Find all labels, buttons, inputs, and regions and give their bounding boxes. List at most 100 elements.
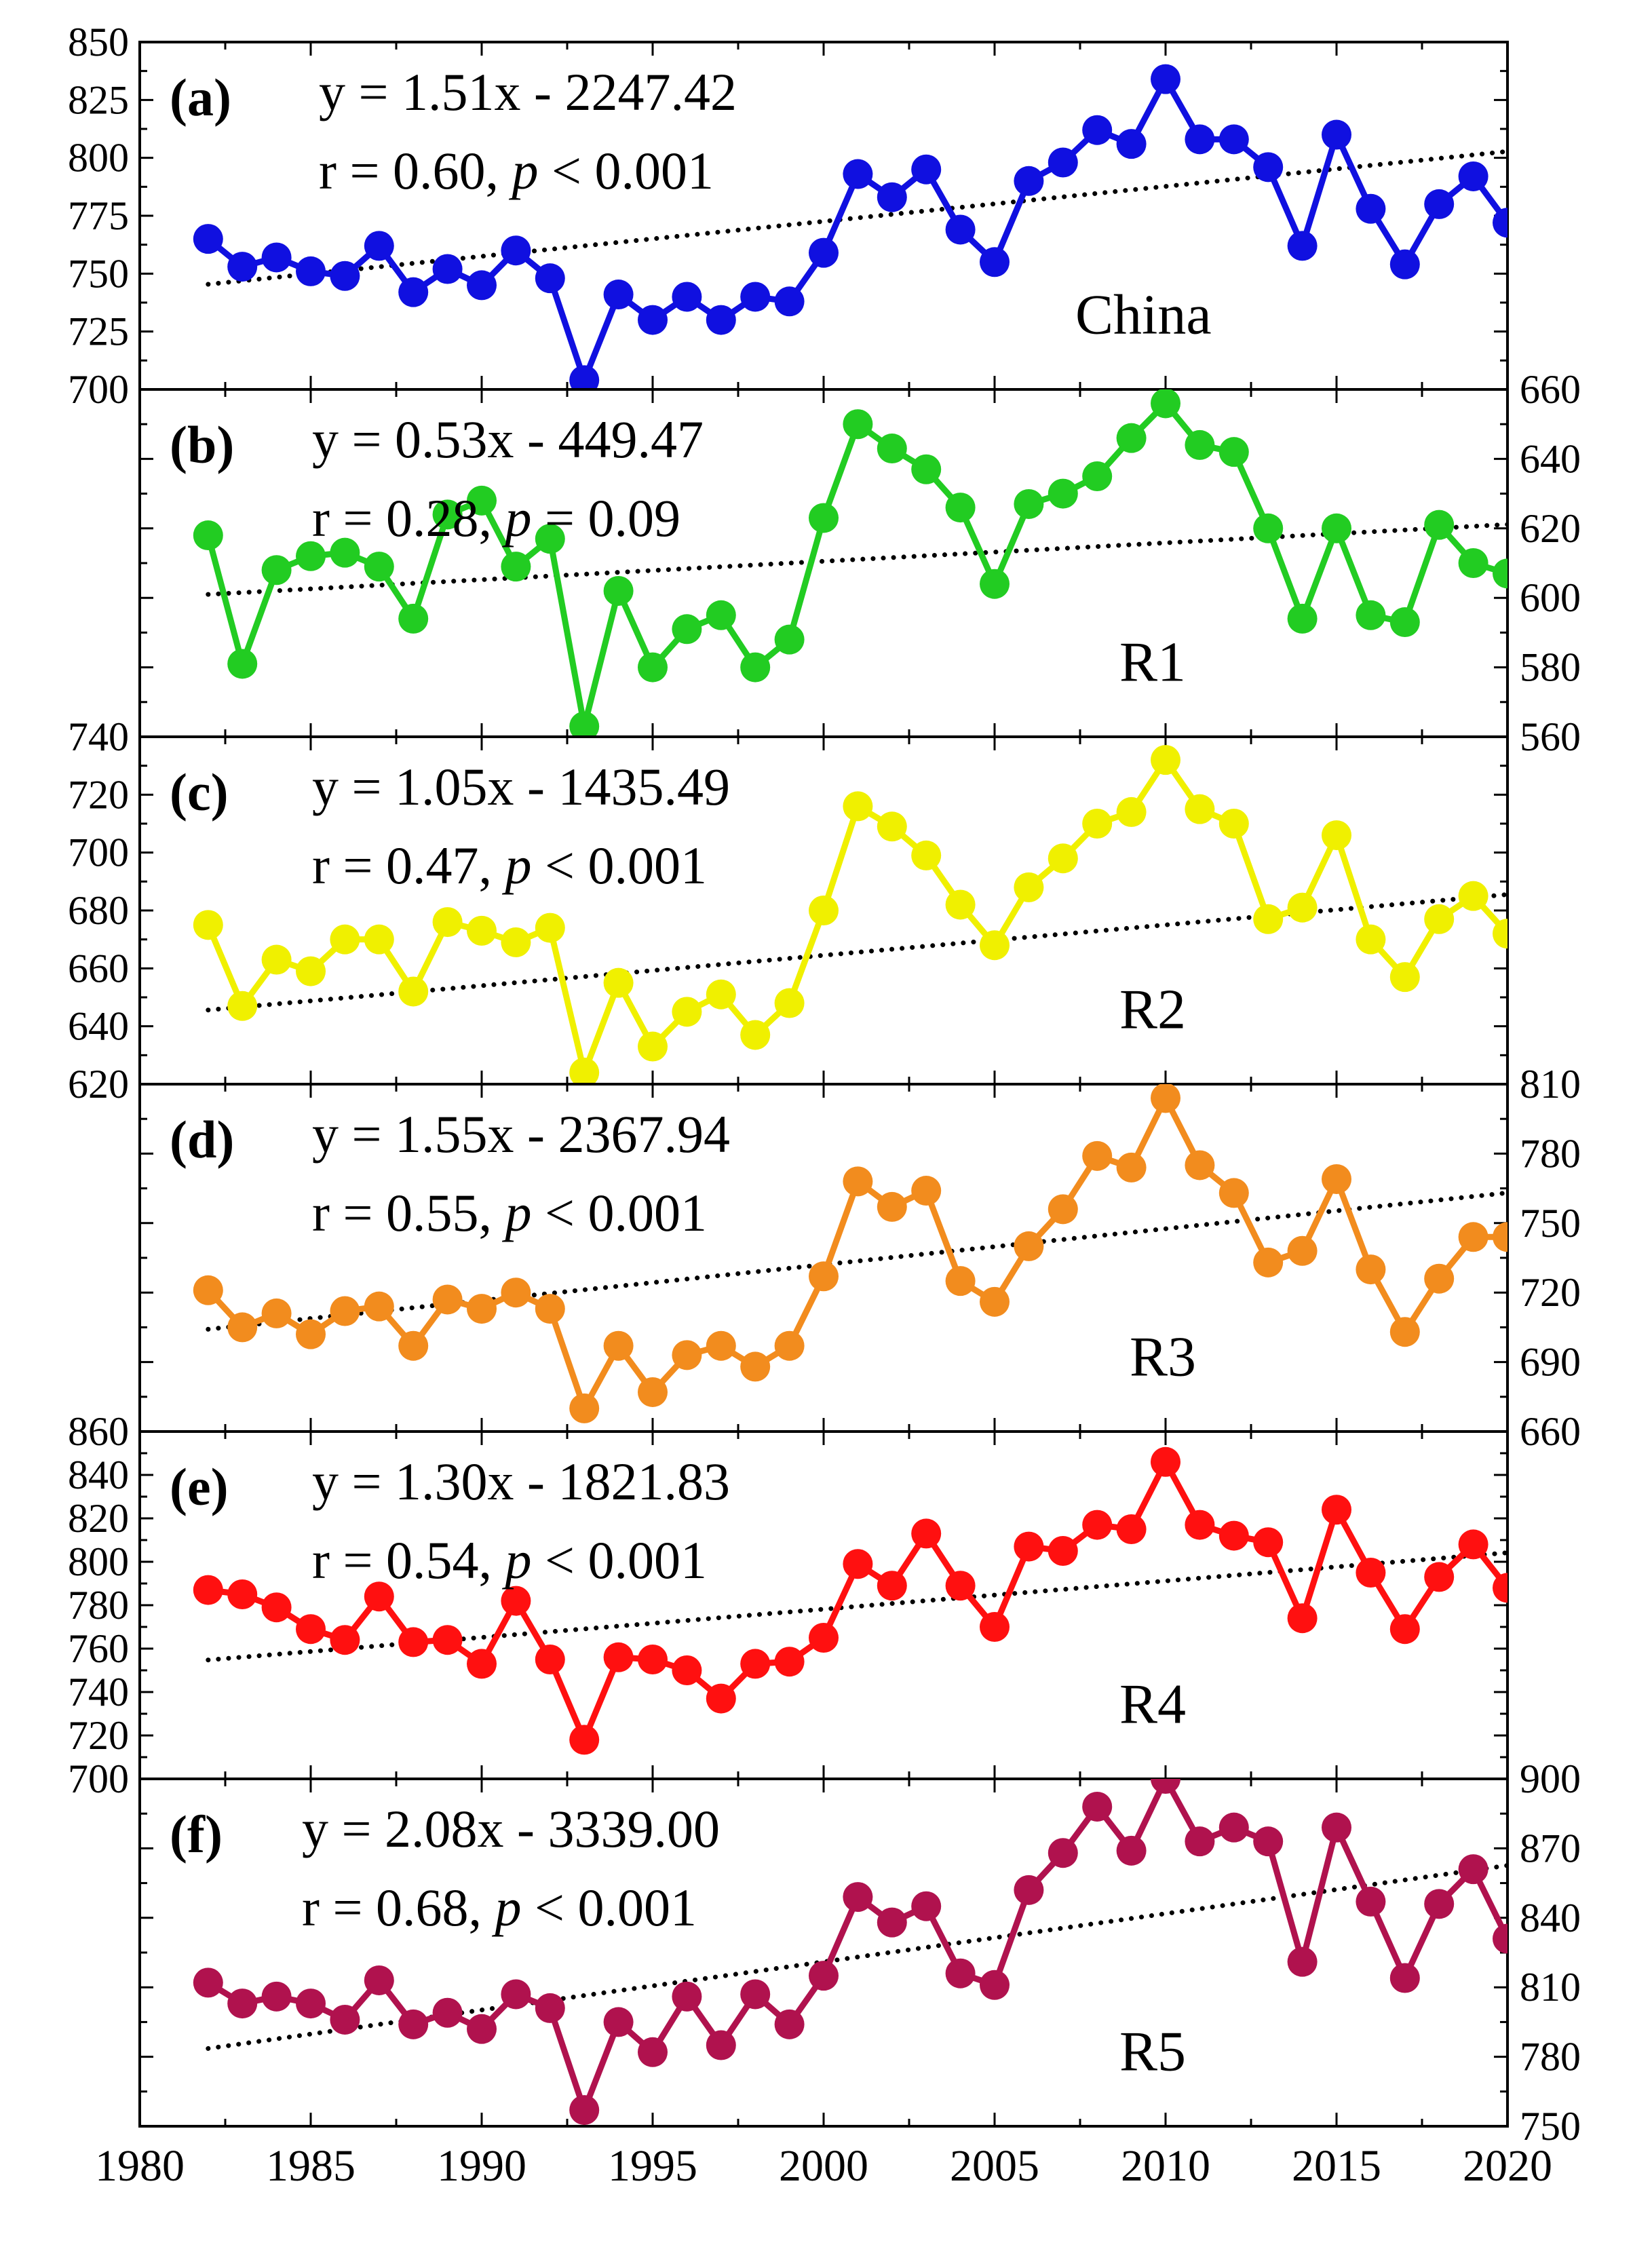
data-point-2005 [980,569,1010,599]
data-point-1998 [740,282,771,312]
data-point-1994 [603,2007,634,2037]
data-point-1990 [467,2014,497,2044]
panel-label: (d) [170,1110,234,1169]
data-point-1999 [774,988,805,1018]
data-point-2020 [1493,558,1507,589]
data-point-2008 [1082,1791,1113,1822]
data-point-1983 [227,991,258,1021]
data-point-1991 [501,1979,531,2010]
data-point-1989 [432,254,463,284]
data-point-2001 [843,159,873,189]
data-point-2001 [843,791,873,822]
data-point-1987 [364,924,394,955]
data-point-1989 [432,907,463,938]
y-tick-label: 760 [68,1626,129,1671]
data-point-1984 [261,242,292,273]
region-label: R5 [1119,2020,1186,2083]
y-tick-label: 780 [68,1583,129,1628]
data-point-2016 [1356,1254,1386,1285]
data-point-2006 [1014,1531,1044,1562]
trend-line [206,1863,1507,2051]
y-tick-label: 825 [68,77,129,122]
data-point-1999 [774,624,805,655]
data-point-2007 [1048,147,1078,178]
data-point-2012 [1218,1520,1249,1551]
data-point-1993 [569,711,600,737]
regression-equation: y = 1.30x - 1821.83 [312,1452,730,1511]
data-point-1987 [364,1581,394,1612]
data-point-2003 [911,1176,942,1206]
data-point-1993 [569,1393,600,1423]
y-tick-label: 720 [1520,1270,1581,1315]
data-point-2013 [1253,1826,1284,1857]
data-point-2003 [911,154,942,185]
data-point-2007 [1048,1194,1078,1225]
data-point-1985 [296,956,326,986]
y-tick-label: 800 [68,136,129,180]
data-point-2006 [1014,488,1044,519]
data-point-2012 [1218,124,1249,155]
data-point-1990 [467,915,497,946]
data-point-2011 [1185,1150,1215,1180]
correlation-text: r = 0.55, p < 0.001 [312,1183,707,1242]
data-point-2014 [1287,603,1318,634]
data-point-1983 [227,1312,258,1343]
x-tick-label: 2000 [779,2141,868,2191]
y-tick-label: 840 [1520,1896,1581,1940]
data-point-2003 [911,1891,942,1921]
data-point-2003 [911,454,942,484]
data-point-1994 [603,1330,634,1361]
data-point-2006 [1014,872,1044,902]
data-point-2004 [945,493,976,523]
y-tick-label: 560 [1520,714,1581,759]
data-point-1990 [467,1294,497,1324]
data-point-2019 [1458,1222,1488,1252]
data-point-1997 [706,2030,736,2060]
region-label: R2 [1119,978,1186,1041]
data-point-2010 [1151,64,1180,94]
y-tick-label: 860 [68,1409,129,1454]
data-point-2009 [1116,1835,1147,1866]
data-point-1998 [740,1979,771,2010]
data-point-2009 [1116,423,1147,453]
y-tick-label: 850 [68,20,129,64]
data-point-2002 [877,1191,907,1222]
data-point-1991 [501,927,531,957]
y-tick-label: 690 [1520,1340,1581,1385]
data-point-1988 [398,1627,429,1657]
y-tick-label: 775 [68,193,129,238]
data-point-2004 [945,1958,976,1989]
data-point-2008 [1082,1140,1113,1171]
data-point-2007 [1048,843,1078,874]
data-point-2012 [1218,809,1249,839]
data-point-2009 [1116,1152,1147,1183]
data-point-1991 [501,552,531,582]
data-point-1995 [638,305,668,335]
data-point-1987 [364,552,394,582]
data-point-2005 [980,1970,1010,2000]
data-point-1986 [330,2004,360,2035]
data-point-1992 [535,524,565,554]
data-point-2003 [911,840,942,870]
data-point-2016 [1356,600,1386,630]
data-point-2005 [980,1612,1010,1642]
data-point-2017 [1389,1963,1420,1993]
correlation-text: r = 0.54, p < 0.001 [312,1531,707,1590]
data-point-2015 [1322,1812,1351,1843]
data-point-1994 [603,1642,634,1672]
correlation-text: r = 0.60, p < 0.001 [319,141,714,200]
data-point-1982 [193,224,223,254]
data-point-2001 [843,1166,873,1197]
data-point-1984 [261,1981,292,2012]
data-point-2008 [1082,1510,1113,1540]
panel-china: 700 725 750 775 800 825 850 (a) y = 1.51x - 2247… [68,20,1509,412]
data-point-2000 [809,237,839,268]
x-tick-label: 2015 [1292,2141,1381,2191]
data-point-1982 [193,520,223,551]
data-point-2000 [809,1961,839,1991]
x-axis: 1980 1985 1990 1995 2000 2005 2010 2015 2020 [95,2141,1552,2191]
data-point-1996 [672,282,702,312]
data-point-1983 [227,252,258,282]
data-point-1982 [193,1967,223,1998]
